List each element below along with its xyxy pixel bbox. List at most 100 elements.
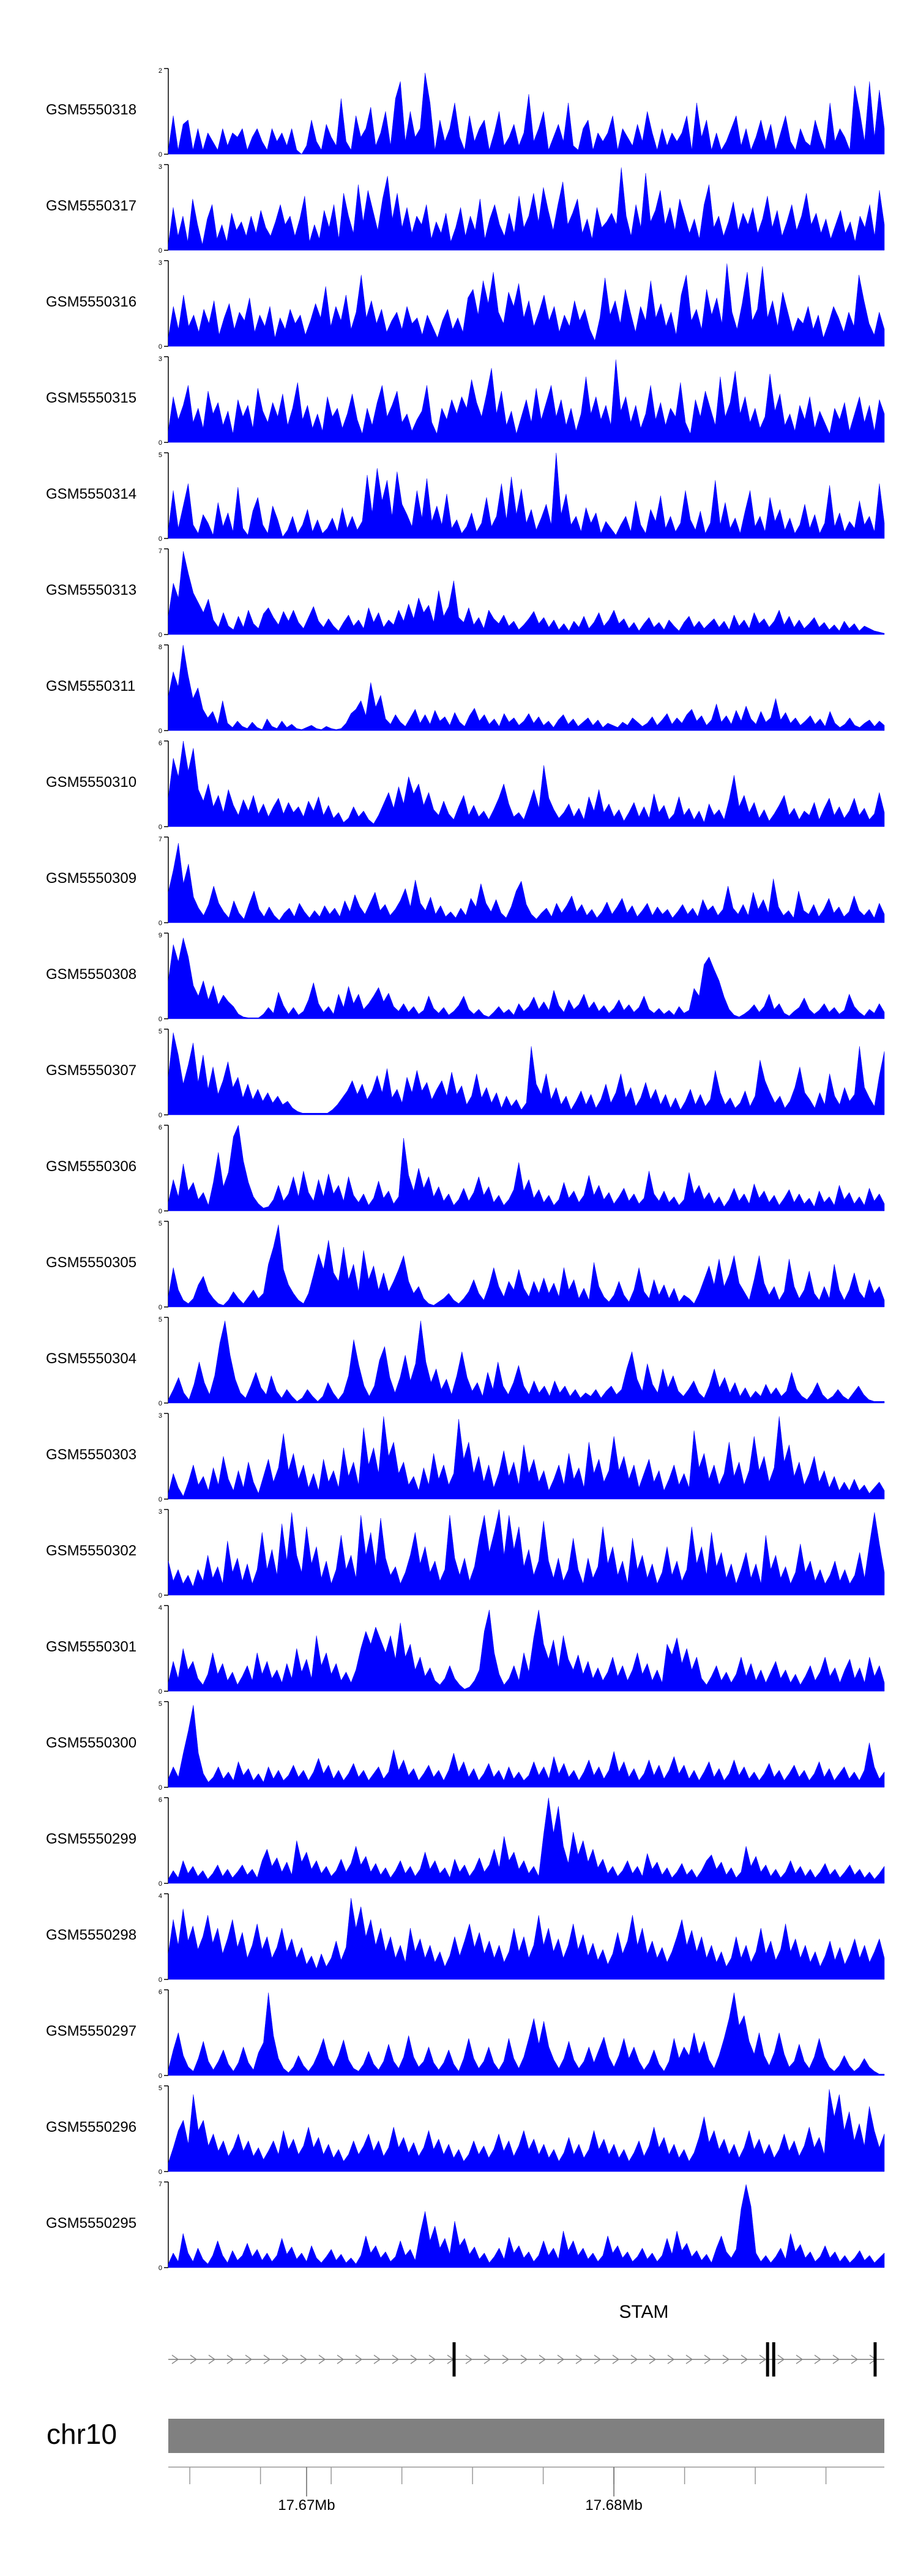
coverage-area (168, 1224, 885, 1308)
y-tick-label-bottom: 0 (159, 1784, 162, 1792)
y-tick-label-bottom: 0 (159, 1016, 162, 1023)
track-GSM5550318: GSM5550318 2 0 (46, 67, 885, 158)
track-label: GSM5550315 (46, 390, 136, 406)
strand-arrow-icon (392, 2355, 400, 2364)
y-tick-label-bottom: 0 (159, 1208, 162, 1215)
track-label: GSM5550307 (46, 1062, 136, 1079)
track-GSM5550300: GSM5550300 5 0 (46, 1700, 885, 1792)
y-tick-label-bottom: 0 (159, 631, 162, 639)
track-label: GSM5550299 (46, 1831, 136, 1847)
coverage-area (168, 1705, 885, 1788)
track-GSM5550315: GSM5550315 3 0 (46, 356, 885, 447)
track-label: GSM5550296 (46, 2119, 136, 2135)
coverage-area (168, 1125, 885, 1212)
strand-arrow-icon (282, 2355, 289, 2364)
y-tick-label-bottom: 0 (159, 1880, 162, 1888)
gene-exon (452, 2342, 456, 2377)
strand-arrow-icon (777, 2355, 785, 2364)
strand-arrow-icon (520, 2355, 528, 2364)
y-tick-label-top: 5 (159, 452, 162, 459)
y-tick-label-top: 3 (159, 1508, 162, 1516)
chromosome-bar (168, 2419, 884, 2453)
coverage-area (168, 263, 885, 347)
coverage-area (168, 2089, 885, 2172)
y-tick-label-bottom: 0 (159, 2265, 162, 2272)
strand-arrow-icon (630, 2355, 638, 2364)
track-GSM5550298: GSM5550298 4 0 (46, 1893, 885, 1984)
y-tick-label-top: 5 (159, 1220, 162, 1227)
y-tick-label-bottom: 0 (159, 439, 162, 447)
track-label: GSM5550311 (46, 678, 135, 694)
y-tick-label-top: 2 (159, 67, 162, 75)
y-tick-label-top: 8 (159, 644, 162, 651)
coverage-area (168, 2184, 885, 2268)
y-tick-label-top: 5 (159, 2085, 162, 2092)
track-GSM5550313: GSM5550313 7 0 (46, 548, 885, 639)
y-tick-label-top: 3 (159, 259, 162, 267)
y-tick-label-bottom: 0 (159, 247, 162, 255)
y-tick-label-bottom: 0 (159, 343, 162, 351)
coverage-area (168, 1609, 885, 1692)
coverage-area (168, 937, 885, 1019)
coverage-area (168, 452, 885, 539)
strand-arrow-icon (208, 2355, 216, 2364)
y-tick-label-top: 6 (159, 1124, 162, 1131)
track-label: GSM5550304 (46, 1350, 136, 1367)
strand-arrow-icon (851, 2355, 859, 2364)
track-label: GSM5550301 (46, 1639, 136, 1655)
y-tick-label-top: 7 (159, 836, 162, 843)
y-tick-label-top: 9 (159, 932, 162, 939)
coverage-area (168, 72, 885, 155)
track-label: GSM5550308 (46, 966, 136, 983)
track-GSM5550307: GSM5550307 5 0 (46, 1028, 885, 1119)
y-tick-label-bottom: 0 (159, 920, 162, 927)
strand-arrow-icon (337, 2355, 345, 2364)
track-label: GSM5550298 (46, 1927, 136, 1943)
track-GSM5550301: GSM5550301 4 0 (46, 1604, 885, 1696)
y-tick-label-bottom: 0 (159, 824, 162, 831)
coverage-tracks: GSM555031820GSM555031730GSM555031630GSM5… (46, 67, 885, 2272)
track-GSM5550295: GSM5550295 7 0 (46, 2181, 885, 2272)
track-GSM5550317: GSM5550317 3 0 (46, 163, 885, 255)
coverage-area (168, 1320, 885, 1404)
y-tick-label-bottom: 0 (159, 2072, 162, 2080)
strand-arrow-icon (612, 2355, 620, 2364)
y-tick-label-bottom: 0 (159, 151, 162, 158)
y-tick-label-top: 6 (159, 740, 162, 747)
chromosome-label: chr10 (47, 2418, 117, 2450)
track-label: GSM5550316 (46, 294, 136, 310)
gene-name: STAM (619, 2302, 668, 2322)
y-tick-label-top: 3 (159, 356, 162, 363)
strand-arrow-icon (318, 2355, 326, 2364)
x-tick-label: 17.68Mb (585, 2497, 642, 2514)
y-tick-label-top: 3 (159, 1412, 162, 1420)
y-tick-label-bottom: 0 (159, 2168, 162, 2176)
ideogram-track: chr10 (47, 2418, 884, 2453)
track-label: GSM5550303 (46, 1446, 136, 1463)
strand-arrow-icon (575, 2355, 583, 2364)
track-GSM5550310: GSM5550310 6 0 (46, 740, 885, 831)
coverage-area (168, 843, 885, 923)
strand-arrow-icon (796, 2355, 804, 2364)
track-label: GSM5550306 (46, 1158, 136, 1175)
strand-arrow-icon (594, 2355, 602, 2364)
track-label: GSM5550302 (46, 1543, 136, 1559)
coverage-area (168, 1416, 885, 1500)
y-tick-label-top: 4 (159, 1604, 162, 1612)
coverage-area (168, 644, 885, 731)
strand-arrow-icon (245, 2355, 253, 2364)
y-tick-label-top: 5 (159, 1028, 162, 1035)
gene-body (168, 2342, 884, 2377)
strand-arrow-icon (483, 2355, 491, 2364)
y-tick-label-top: 5 (159, 1316, 162, 1323)
y-tick-label-bottom: 0 (159, 1976, 162, 1984)
y-tick-label-bottom: 0 (159, 1112, 162, 1119)
y-tick-label-bottom: 0 (159, 728, 162, 735)
strand-arrow-icon (373, 2355, 381, 2364)
gene-exon (873, 2342, 877, 2377)
strand-arrow-icon (685, 2355, 693, 2364)
track-GSM5550314: GSM5550314 5 0 (46, 452, 885, 543)
y-tick-label-bottom: 0 (159, 1592, 162, 1599)
gene-track: STAM (168, 2302, 884, 2377)
coverage-area (168, 1897, 885, 1980)
